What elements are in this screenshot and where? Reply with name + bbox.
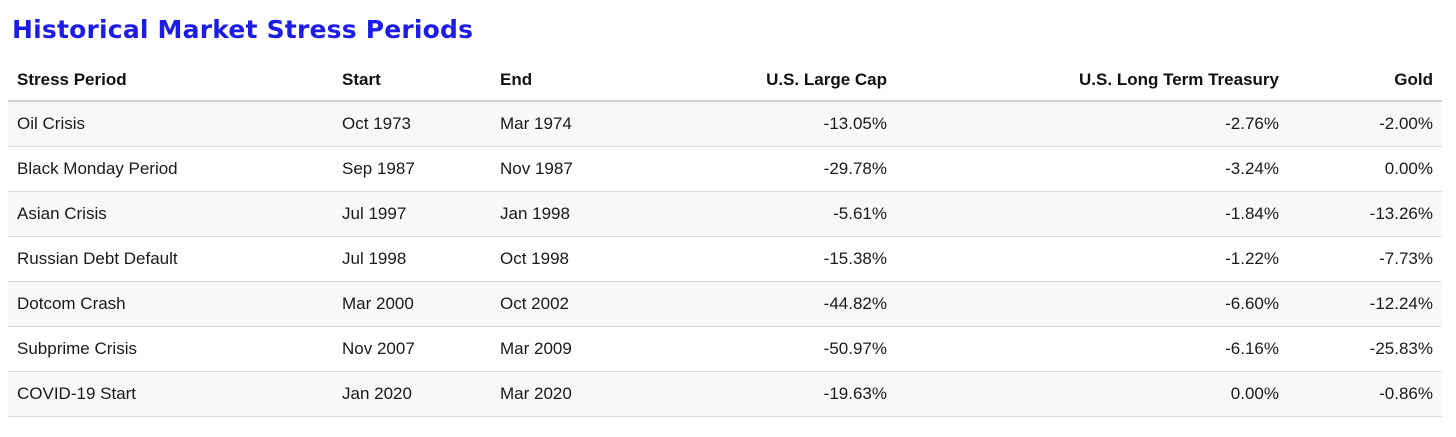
cell-end: Mar 2009 [491, 326, 691, 372]
cell-us-long-term-treasury: -6.16% [896, 326, 1288, 372]
cell-stress-period: COVID-19 Start [8, 371, 333, 417]
cell-us-large-cap: -19.63% [691, 371, 896, 417]
table-row: Oil Crisis Oct 1973 Mar 1974 -13.05% -2.… [8, 101, 1442, 147]
cell-start: Nov 2007 [333, 326, 491, 372]
cell-gold: -0.86% [1288, 371, 1442, 417]
table-row: Asian Crisis Jul 1997 Jan 1998 -5.61% -1… [8, 191, 1442, 237]
cell-start: Oct 1973 [333, 101, 491, 147]
header-gold: Gold [1288, 60, 1442, 102]
cell-us-large-cap: -29.78% [691, 146, 896, 192]
header-us-long-term-treasury: U.S. Long Term Treasury [896, 60, 1288, 102]
cell-us-large-cap: -13.05% [691, 101, 896, 147]
page-title: Historical Market Stress Periods [12, 15, 474, 44]
cell-gold: -2.00% [1288, 101, 1442, 147]
table-header: Stress Period Start End U.S. Large Cap U… [8, 60, 1442, 102]
cell-stress-period: Asian Crisis [8, 191, 333, 237]
cell-stress-period: Subprime Crisis [8, 326, 333, 372]
cell-start: Sep 1987 [333, 146, 491, 192]
cell-gold: -25.83% [1288, 326, 1442, 372]
cell-end: Mar 1974 [491, 101, 691, 147]
cell-gold: -7.73% [1288, 236, 1442, 282]
table-row: Subprime Crisis Nov 2007 Mar 2009 -50.97… [8, 326, 1442, 372]
header-stress-period: Stress Period [8, 60, 333, 102]
cell-gold: -12.24% [1288, 281, 1442, 327]
table-row: Dotcom Crash Mar 2000 Oct 2002 -44.82% -… [8, 281, 1442, 327]
cell-end: Oct 2002 [491, 281, 691, 327]
cell-us-long-term-treasury: -1.22% [896, 236, 1288, 282]
cell-gold: -13.26% [1288, 191, 1442, 237]
cell-stress-period: Black Monday Period [8, 146, 333, 192]
cell-start: Jan 2020 [333, 371, 491, 417]
cell-us-large-cap: -5.61% [691, 191, 896, 237]
cell-us-long-term-treasury: 0.00% [896, 371, 1288, 417]
table-body: Oil Crisis Oct 1973 Mar 1974 -13.05% -2.… [8, 101, 1442, 417]
table-row: Black Monday Period Sep 1987 Nov 1987 -2… [8, 146, 1442, 192]
cell-end: Oct 1998 [491, 236, 691, 282]
cell-end: Mar 2020 [491, 371, 691, 417]
cell-start: Jul 1997 [333, 191, 491, 237]
cell-us-long-term-treasury: -1.84% [896, 191, 1288, 237]
cell-start: Jul 1998 [333, 236, 491, 282]
cell-stress-period: Russian Debt Default [8, 236, 333, 282]
header-start: Start [333, 60, 491, 102]
cell-stress-period: Oil Crisis [8, 101, 333, 147]
cell-stress-period: Dotcom Crash [8, 281, 333, 327]
cell-us-long-term-treasury: -6.60% [896, 281, 1288, 327]
header-end: End [491, 60, 691, 102]
cell-start: Mar 2000 [333, 281, 491, 327]
cell-us-large-cap: -50.97% [691, 326, 896, 372]
stress-periods-table-container: Stress Period Start End U.S. Large Cap U… [8, 60, 1442, 417]
table-header-row: Stress Period Start End U.S. Large Cap U… [8, 60, 1442, 102]
cell-end: Nov 1987 [491, 146, 691, 192]
cell-us-long-term-treasury: -2.76% [896, 101, 1288, 147]
cell-us-large-cap: -44.82% [691, 281, 896, 327]
cell-us-long-term-treasury: -3.24% [896, 146, 1288, 192]
table-row: Russian Debt Default Jul 1998 Oct 1998 -… [8, 236, 1442, 282]
cell-gold: 0.00% [1288, 146, 1442, 192]
header-us-large-cap: U.S. Large Cap [691, 60, 896, 102]
stress-periods-table: Stress Period Start End U.S. Large Cap U… [8, 60, 1442, 417]
cell-us-large-cap: -15.38% [691, 236, 896, 282]
cell-end: Jan 1998 [491, 191, 691, 237]
table-row: COVID-19 Start Jan 2020 Mar 2020 -19.63%… [8, 371, 1442, 417]
